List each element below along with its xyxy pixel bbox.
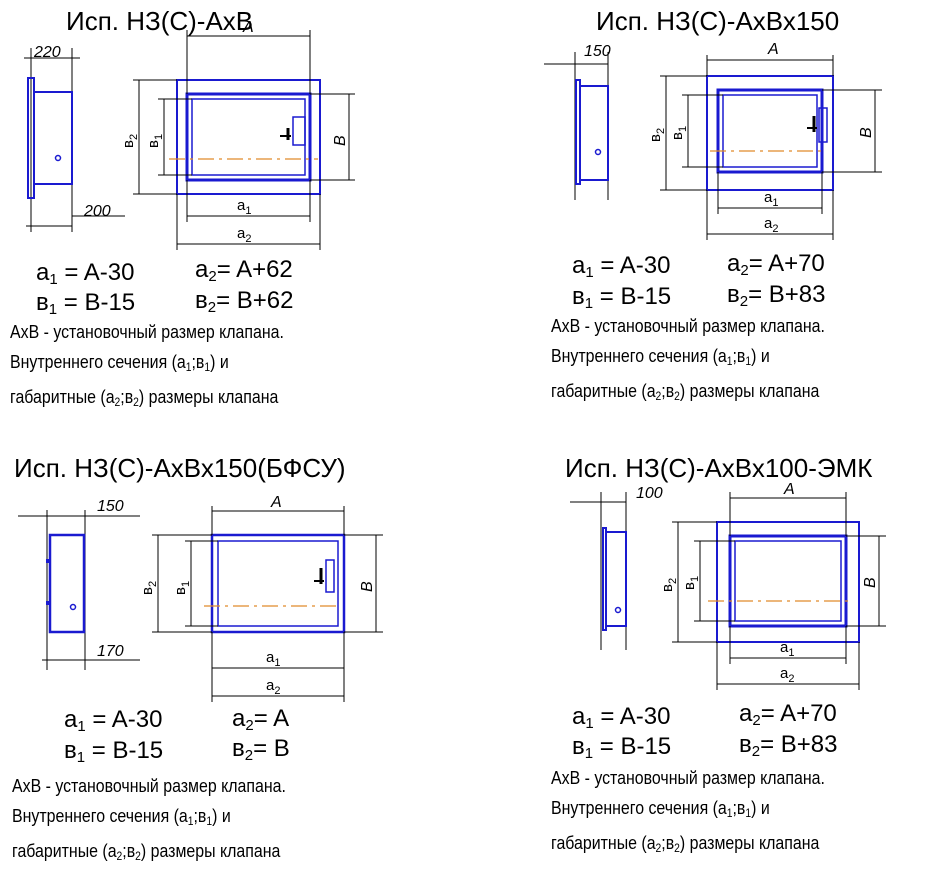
variant-2-side-view <box>544 52 609 200</box>
variant-3-depth-bottom: 170 <box>97 643 124 660</box>
variant-4-note: АхВ - установочный размер клапана. Внутр… <box>551 767 825 855</box>
variant-3-side-view <box>18 510 140 670</box>
variant-3-dim-b1: в1 <box>172 581 192 595</box>
variant-1-drawing: 220 200 A B в2 в1 a1 a <box>24 19 355 250</box>
variant-2-depth-top: 150 <box>584 43 611 60</box>
variant-3-formula-a2: a2= A <box>232 705 290 734</box>
variant-1-formula-a2: a2= A+62 <box>195 256 293 285</box>
variant-4-formula-b1: в1 = B-15 <box>572 733 672 762</box>
variant-3-dim-a2: a2 <box>266 677 280 697</box>
variant-4-formula-b2: в2= B+83 <box>739 731 838 760</box>
variant-3-formula-b1: в1 = B-15 <box>64 737 164 766</box>
variant-4-dim-b2: в2 <box>659 578 679 592</box>
variant-3-dim-B: B <box>359 581 376 592</box>
variant-4-formula-a1: a1 = A-30 <box>572 703 671 732</box>
variant-1-side-view <box>24 48 125 232</box>
variant-1-note: АхВ - установочный размер клапана. Внутр… <box>10 321 284 409</box>
variant-2-note: АхВ - установочный размер клапана. Внутр… <box>551 315 825 403</box>
variant-1-dim-b1: в1 <box>145 134 165 148</box>
variant-2-formula-a2: a2= A+70 <box>727 250 825 279</box>
variant-1-depth-top: 220 <box>33 44 61 61</box>
variant-2-dim-b2: в2 <box>647 128 667 142</box>
variant-2-dim-a2: a2 <box>764 215 778 235</box>
variant-3-drawing: 150 170 A B в2 в1 a1 a2 <box>18 494 383 702</box>
variant-1-formula-a1: a1 = A-30 <box>36 259 135 288</box>
variant-2-title: Исп. НЗ(С)-АхВх150 <box>596 6 840 36</box>
variant-3-formula-a1: a1 = A-30 <box>64 706 163 735</box>
variant-4-front-view <box>672 492 886 690</box>
variant-3-note: АхВ - установочный размер клапана. Внутр… <box>12 775 286 863</box>
variant-3-depth-top: 150 <box>97 498 124 515</box>
variant-2-front-view <box>660 55 882 240</box>
variant-3-front-view <box>152 506 383 702</box>
variant-3-title: Исп. НЗ(С)-АхВх150(БФСУ) <box>14 453 346 483</box>
variant-4-dim-b1: в1 <box>681 576 701 590</box>
variant-1-formula-b1: в1 = B-15 <box>36 289 136 318</box>
variant-1-dim-a1: a1 <box>237 197 251 217</box>
variant-1-depth-bottom: 200 <box>83 203 111 220</box>
variant-1-dim-a2: a2 <box>237 225 251 245</box>
variant-2-dim-A: A <box>767 41 779 58</box>
variant-2-dim-b1: в1 <box>669 126 689 140</box>
variant-1-front-view <box>133 30 355 250</box>
variant-1-dim-B: B <box>332 135 349 146</box>
variant-1-title: Исп. НЗ(С)-АхВ <box>66 6 254 36</box>
variant-4-side-view <box>570 492 627 650</box>
variant-4-drawing: 100 A B в2 в1 a1 a2 <box>570 481 886 690</box>
variant-2-formula-a1: a1 = A-30 <box>572 252 671 281</box>
variant-2-drawing: 150 A B в2 в1 a1 a2 <box>544 41 882 240</box>
variant-1-formula-b2: в2= B+62 <box>195 287 294 316</box>
variant-1-dim-A: A <box>242 19 254 36</box>
variant-1-dim-b2: в2 <box>120 134 140 148</box>
variant-2-formula-b2: в2= B+83 <box>727 281 826 310</box>
variant-4-dim-a1: a1 <box>780 639 794 659</box>
variant-4-dim-A: A <box>783 481 795 498</box>
variant-4-title: Исп. НЗ(С)-АхВх100-ЭМК <box>565 453 873 483</box>
variant-4-dim-a2: a2 <box>780 665 794 685</box>
variant-3-dim-a1: a1 <box>266 649 280 669</box>
variant-3-dim-b2: в2 <box>139 581 159 595</box>
variant-2-dim-a1: a1 <box>764 189 778 209</box>
variant-3-dim-A: A <box>270 494 282 511</box>
variant-4-formula-a2: a2= A+70 <box>739 700 837 729</box>
variant-4-depth-top: 100 <box>636 485 663 502</box>
variant-2-formula-b1: в1 = B-15 <box>572 283 672 312</box>
variant-3-formula-b2: в2= B <box>232 735 290 764</box>
variant-4-dim-B: B <box>862 577 879 588</box>
variant-2-dim-B: B <box>858 127 875 138</box>
